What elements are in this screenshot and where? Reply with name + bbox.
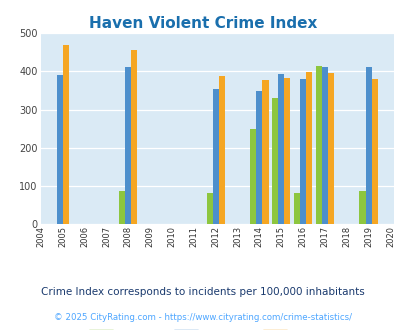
- Bar: [315, 66, 321, 224]
- Bar: [364, 67, 371, 224]
- Bar: [327, 73, 333, 224]
- Bar: [371, 79, 377, 224]
- Bar: [218, 76, 224, 224]
- Bar: [212, 88, 218, 224]
- Bar: [293, 193, 299, 224]
- Bar: [299, 79, 305, 224]
- Text: © 2025 CityRating.com - https://www.cityrating.com/crime-statistics/: © 2025 CityRating.com - https://www.city…: [54, 313, 351, 322]
- Bar: [256, 91, 262, 224]
- Bar: [271, 98, 277, 224]
- Bar: [206, 193, 212, 224]
- Bar: [63, 45, 69, 224]
- Bar: [277, 74, 284, 224]
- Bar: [262, 81, 268, 224]
- Bar: [57, 75, 63, 224]
- Bar: [125, 67, 131, 224]
- Bar: [321, 67, 327, 224]
- Bar: [119, 191, 125, 224]
- Bar: [249, 129, 256, 224]
- Bar: [358, 191, 364, 224]
- Bar: [284, 78, 290, 224]
- Bar: [131, 50, 137, 224]
- Bar: [305, 72, 311, 224]
- Text: Haven Violent Crime Index: Haven Violent Crime Index: [89, 16, 316, 31]
- Text: Crime Index corresponds to incidents per 100,000 inhabitants: Crime Index corresponds to incidents per…: [41, 287, 364, 297]
